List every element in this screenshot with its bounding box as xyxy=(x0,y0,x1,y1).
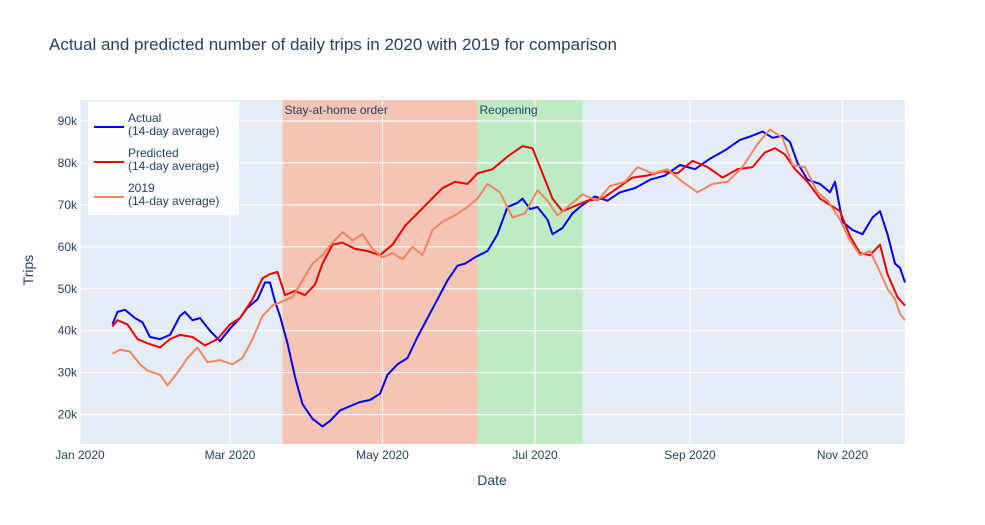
x-tick-label-3: Jul 2020 xyxy=(512,448,558,462)
legend-label-1-1[interactable]: (14-day average) xyxy=(128,159,219,173)
series-line-predicted xyxy=(111,145,906,349)
y-tick-label-7: 90k xyxy=(58,114,78,128)
y-tick-label-2: 40k xyxy=(58,324,78,338)
legend-label-0-1[interactable]: (14-day average) xyxy=(128,124,219,138)
x-tick-label-5: Nov 2020 xyxy=(817,448,869,462)
y-tick-label-1: 30k xyxy=(58,366,78,380)
y-tick-label-5: 70k xyxy=(58,198,78,212)
legend-label-0-0[interactable]: Actual xyxy=(128,111,161,125)
series-line-2019 xyxy=(112,128,906,387)
shaded-region-label-0: Stay-at-home order xyxy=(285,103,388,117)
x-tick-label-0: Jan 2020 xyxy=(55,448,105,462)
y-tick-label-6: 80k xyxy=(58,156,78,170)
y-tick-label-0: 20k xyxy=(58,408,78,422)
series-line-actual xyxy=(111,130,906,428)
shaded-region-1 xyxy=(477,100,583,444)
x-axis-title: Date xyxy=(477,472,507,488)
x-tick-label-4: Sep 2020 xyxy=(664,448,716,462)
chart-title: Actual and predicted number of daily tri… xyxy=(49,35,617,54)
x-tick-label-2: May 2020 xyxy=(356,448,409,462)
y-tick-label-4: 60k xyxy=(58,240,78,254)
y-axis-title: Trips xyxy=(20,255,36,286)
y-tick-label-3: 50k xyxy=(58,282,78,296)
x-tick-label-1: Mar 2020 xyxy=(205,448,256,462)
shaded-region-label-1: Reopening xyxy=(480,103,538,117)
legend[interactable]: Actual(14-day average)Predicted(14-day a… xyxy=(88,102,239,215)
legend-label-1-0[interactable]: Predicted xyxy=(128,146,179,160)
legend-label-2-1[interactable]: (14-day average) xyxy=(128,194,219,208)
legend-label-2-0[interactable]: 2019 xyxy=(128,181,155,195)
shaded-region-0 xyxy=(282,100,478,444)
